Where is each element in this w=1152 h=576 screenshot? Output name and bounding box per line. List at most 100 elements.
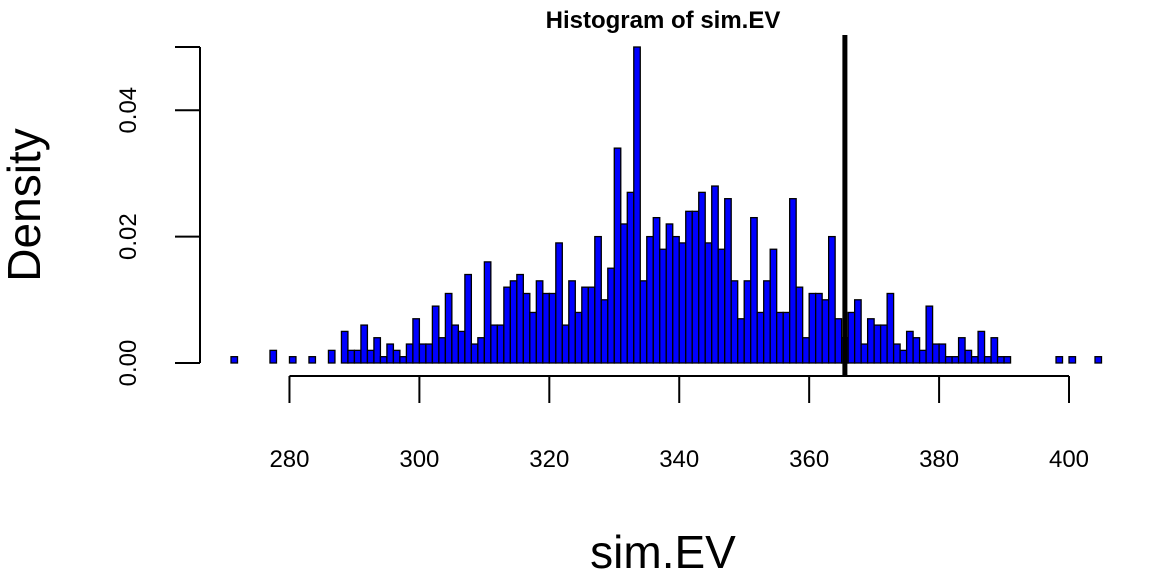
chart-title: Histogram of sim.EV <box>546 7 781 34</box>
histogram-bar <box>685 210 693 364</box>
y-tick-label: 0.00 <box>115 340 142 387</box>
x-tick-label: 340 <box>659 446 699 473</box>
histogram-bar <box>782 311 791 364</box>
histogram-bar <box>834 318 843 364</box>
histogram-bar <box>672 235 680 364</box>
histogram-bar <box>912 337 921 364</box>
histogram-bar <box>737 318 745 364</box>
histogram-bar <box>405 343 414 364</box>
histogram-bar <box>990 337 999 364</box>
histogram-bar <box>724 198 732 364</box>
histogram-bar <box>886 292 895 364</box>
histogram-bar <box>743 280 752 364</box>
histogram-bar <box>509 280 518 364</box>
histogram-bar <box>503 286 511 364</box>
histogram-bar <box>568 280 576 364</box>
histogram-bar <box>815 292 823 364</box>
histogram-bar <box>308 356 317 364</box>
histogram-bar <box>769 248 778 364</box>
histogram-bar <box>340 330 349 364</box>
histogram-bar <box>392 349 401 364</box>
histogram-bar <box>931 343 940 364</box>
histogram-bar <box>964 349 973 364</box>
histogram-bar <box>438 337 447 364</box>
histogram-bar <box>470 343 479 364</box>
histogram-bar <box>288 356 297 364</box>
histogram-bar <box>360 324 369 364</box>
histogram-bar <box>789 198 797 364</box>
histogram-bar <box>431 305 440 364</box>
y-axis-title: Density <box>0 128 50 281</box>
histogram-bar <box>1094 356 1103 364</box>
histogram-bar <box>451 324 460 364</box>
histogram-bar <box>639 280 648 364</box>
histogram-bar <box>860 343 869 364</box>
histogram-bar <box>730 280 739 364</box>
histogram-bar <box>626 191 635 364</box>
histogram-bar <box>633 46 641 364</box>
histogram-bar <box>983 356 992 364</box>
histogram-bar <box>646 235 654 364</box>
x-tick-label: 300 <box>399 446 439 473</box>
histogram-bar <box>879 324 888 364</box>
histogram-bar <box>996 356 1005 364</box>
histogram-bar <box>490 324 498 364</box>
histogram-bar <box>925 305 934 364</box>
histogram-bar <box>418 343 427 364</box>
histogram-bar <box>581 286 589 364</box>
histogram-bar <box>951 356 960 364</box>
histogram-bar <box>756 311 765 364</box>
histogram-bar <box>977 330 986 364</box>
histogram-bar <box>776 311 784 364</box>
histogram-bar <box>412 318 421 364</box>
histogram-bar <box>711 185 719 364</box>
histogram-bar <box>691 210 700 364</box>
histogram-bar <box>808 292 817 364</box>
histogram-bar <box>561 324 570 364</box>
x-tick-label: 400 <box>1049 446 1089 473</box>
histogram-bar <box>613 147 622 364</box>
histogram-bar <box>704 242 713 364</box>
histogram-bar <box>379 356 388 364</box>
histogram-bar <box>970 356 979 364</box>
histogram-bar <box>1003 356 1012 364</box>
histogram-bar <box>594 235 602 364</box>
histogram-bar <box>483 261 492 364</box>
histogram-bar <box>516 273 524 364</box>
histogram-bar <box>1055 356 1064 364</box>
histogram-bar <box>386 343 395 364</box>
histogram-bar <box>529 311 537 364</box>
histogram-bar <box>587 286 596 364</box>
x-tick-label: 320 <box>529 446 569 473</box>
histogram-bar <box>698 191 706 364</box>
histogram-bar <box>327 349 336 364</box>
histogram-bar <box>717 248 726 364</box>
x-axis-title: sim.EV <box>590 526 736 576</box>
histogram-bar <box>828 235 836 364</box>
histogram-bar <box>574 311 583 364</box>
histogram-bar <box>457 330 466 364</box>
histogram-bar <box>821 299 830 364</box>
histogram-bar <box>795 286 804 364</box>
histogram-bar <box>522 292 531 364</box>
histogram-bar <box>366 349 375 364</box>
histogram-bar <box>918 349 927 364</box>
histogram-bar <box>542 292 550 364</box>
bars-group <box>230 46 1103 364</box>
histogram-bar <box>548 292 557 364</box>
histogram-bar <box>600 299 609 364</box>
histogram-bar <box>399 356 408 364</box>
histogram-bar <box>496 324 505 364</box>
histogram-bar <box>620 223 628 364</box>
x-axis: 280 300 320 340 360 380 400 <box>269 375 1089 473</box>
histogram-bar <box>873 324 882 364</box>
histogram-bar <box>938 343 947 364</box>
histogram-bar <box>847 311 856 364</box>
histogram-bar <box>866 318 875 364</box>
histogram-bar <box>899 349 908 364</box>
y-axis: 0.00 0.02 0.04 <box>115 46 201 387</box>
y-tick-label: 0.04 <box>115 87 142 134</box>
y-tick-label: 0.02 <box>115 213 142 260</box>
histogram-bar <box>477 337 486 364</box>
